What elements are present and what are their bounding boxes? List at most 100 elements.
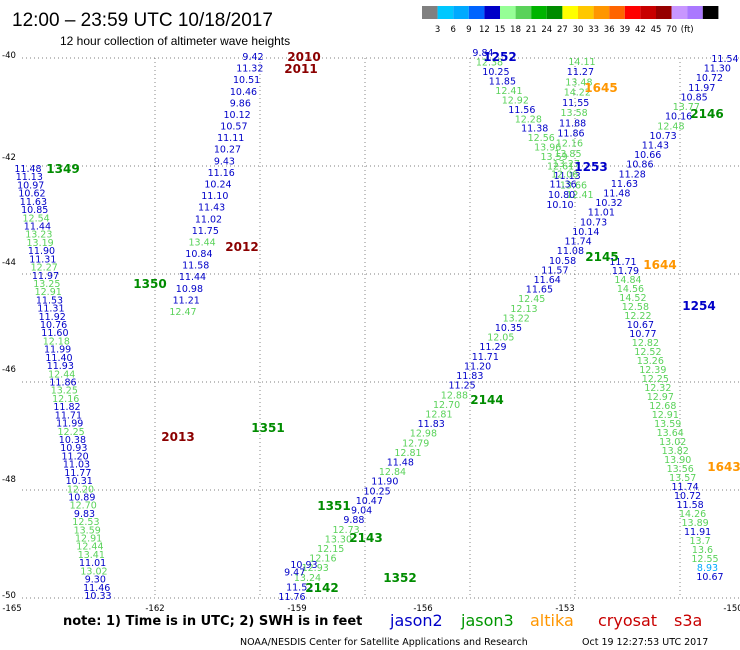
- wave-height-value: 13.90: [664, 455, 691, 466]
- wave-height-value: 11.97: [688, 83, 715, 94]
- wave-height-value: 10.77: [629, 329, 656, 340]
- wave-height-value: 11.60: [41, 328, 68, 339]
- wave-height-value: 11.29: [479, 342, 506, 353]
- wave-height-value: 11.02: [195, 214, 222, 225]
- lat-label: -42: [2, 153, 16, 163]
- wave-height-value: 11.48: [603, 189, 630, 200]
- lon-label: -162: [145, 604, 164, 614]
- wave-height-value: 11.58: [676, 500, 703, 511]
- track-label: 2144: [470, 393, 503, 407]
- wave-height-value: 11.97: [32, 271, 59, 282]
- wave-height-value: 13.85: [554, 149, 581, 160]
- wave-height-value: 13.23: [25, 230, 52, 241]
- wave-height-value: 11.86: [557, 129, 584, 140]
- wave-height-value: 13.89: [681, 518, 708, 529]
- wave-height-value: 12.41: [495, 86, 522, 97]
- wave-height-value: 11.58: [182, 261, 209, 272]
- wave-height-value: 10.32: [595, 198, 622, 209]
- wave-height-value: 11.27: [567, 67, 594, 78]
- track-label: 1349: [46, 162, 79, 176]
- scale-swatch: [484, 6, 500, 19]
- wave-height-value: 13.56: [667, 464, 694, 475]
- wave-height-value: 13.41: [78, 550, 105, 561]
- scale-swatch: [562, 6, 578, 19]
- wave-height-value: 10.16: [665, 112, 692, 123]
- scale-label: 70: [666, 25, 677, 35]
- wave-height-value: 13.66: [560, 181, 587, 192]
- wave-height-value: 10.31: [66, 476, 93, 487]
- wave-height-value: 12.70: [433, 400, 460, 411]
- track-label: 2011: [284, 62, 317, 76]
- wave-height-value: 10.67: [627, 320, 654, 331]
- timestamp-text: Oct 19 12:27:53 UTC 2017: [582, 637, 708, 648]
- wave-height-value: 12.44: [48, 369, 75, 380]
- scale-label: 18: [510, 25, 521, 35]
- wave-height-value: 11.46: [83, 583, 110, 594]
- wave-height-value: 12.91: [35, 287, 62, 298]
- wave-height-value: 12.13: [510, 304, 537, 315]
- wave-height-value: 12.20: [67, 484, 94, 495]
- wave-readings: 9.4211.3210.5110.469.8610.1210.5711.1110…: [14, 48, 738, 603]
- wave-height-value: 13.44: [188, 238, 215, 249]
- track-label: 1254: [682, 299, 715, 313]
- wave-height-value: 11.71: [609, 257, 636, 268]
- wave-height-value: 12.47: [169, 307, 196, 318]
- scale-swatch: [578, 6, 594, 19]
- legend-entry-altika: altika: [530, 611, 574, 630]
- wave-height-value: 12.15: [317, 544, 344, 555]
- wave-height-value: 9.43: [214, 156, 235, 167]
- wave-height-value: 12.53: [72, 517, 99, 528]
- wave-height-value: 11.40: [45, 353, 72, 364]
- wave-height-value: 11.75: [192, 226, 219, 237]
- wave-height-value: 12.61: [547, 162, 574, 173]
- legend-entry-cryosat: cryosat: [598, 611, 657, 630]
- wave-height-value: 11.30: [704, 64, 731, 75]
- scale-swatch: [640, 6, 656, 19]
- wave-height-value: 12.92: [502, 95, 529, 106]
- wave-height-value: 11.82: [53, 402, 80, 413]
- wave-height-value: 13.02: [80, 566, 107, 577]
- wave-height-value: 10.46: [230, 87, 257, 98]
- wave-height-value: 10.72: [696, 73, 723, 84]
- wave-height-value: 11.31: [37, 304, 64, 315]
- track-label: 1253: [574, 160, 607, 174]
- wave-height-value: 12.41: [566, 190, 593, 201]
- wave-height-value: 11.38: [521, 124, 548, 135]
- wave-height-value: 10.84: [185, 249, 212, 260]
- wave-height-value: 8.93: [697, 563, 718, 574]
- scale-swatch: [702, 6, 719, 19]
- wave-height-value: 10.73: [649, 131, 676, 142]
- wave-height-value: 9.47: [284, 567, 305, 578]
- wave-height-value: 9.86: [230, 98, 251, 109]
- scale-label: 21: [526, 25, 537, 35]
- wave-height-value: 11.21: [173, 295, 200, 306]
- wave-height-value: 11.99: [44, 345, 71, 356]
- wave-height-value: 12.81: [425, 410, 452, 421]
- scale-label: 15: [495, 25, 506, 35]
- wave-height-value: 13.19: [26, 238, 53, 249]
- wave-height-value: 10.62: [18, 189, 45, 200]
- wave-height-value: 11.36: [549, 180, 576, 191]
- wave-height-value: 12.16: [52, 394, 79, 405]
- wave-height-value: 11.20: [61, 451, 88, 462]
- wave-height-value: 13.24: [294, 573, 321, 584]
- scale-label: 36: [604, 25, 615, 35]
- scale-label: 33: [588, 25, 599, 35]
- wave-height-value: 11.71: [55, 410, 82, 421]
- wave-height-value: 12.68: [649, 401, 676, 412]
- wave-height-value: 11.64: [534, 275, 561, 286]
- wave-height-value: 10.57: [220, 122, 247, 133]
- wave-height-value: 11.10: [201, 191, 228, 202]
- wave-height-value: 13.64: [657, 428, 684, 439]
- wave-height-value: 11.01: [79, 558, 106, 569]
- wave-height-value: 12.91: [75, 534, 102, 545]
- legend-entry-s3a: s3a: [674, 611, 702, 630]
- wave-height-value: 11.08: [557, 246, 584, 257]
- scale-swatch: [437, 6, 454, 19]
- wave-height-value: 12.16: [309, 554, 336, 565]
- wave-height-value: 11.63: [611, 179, 638, 190]
- track-label: 1352: [383, 571, 416, 585]
- wave-height-value: 12.93: [302, 563, 329, 574]
- wave-height-value: 11.25: [448, 381, 475, 392]
